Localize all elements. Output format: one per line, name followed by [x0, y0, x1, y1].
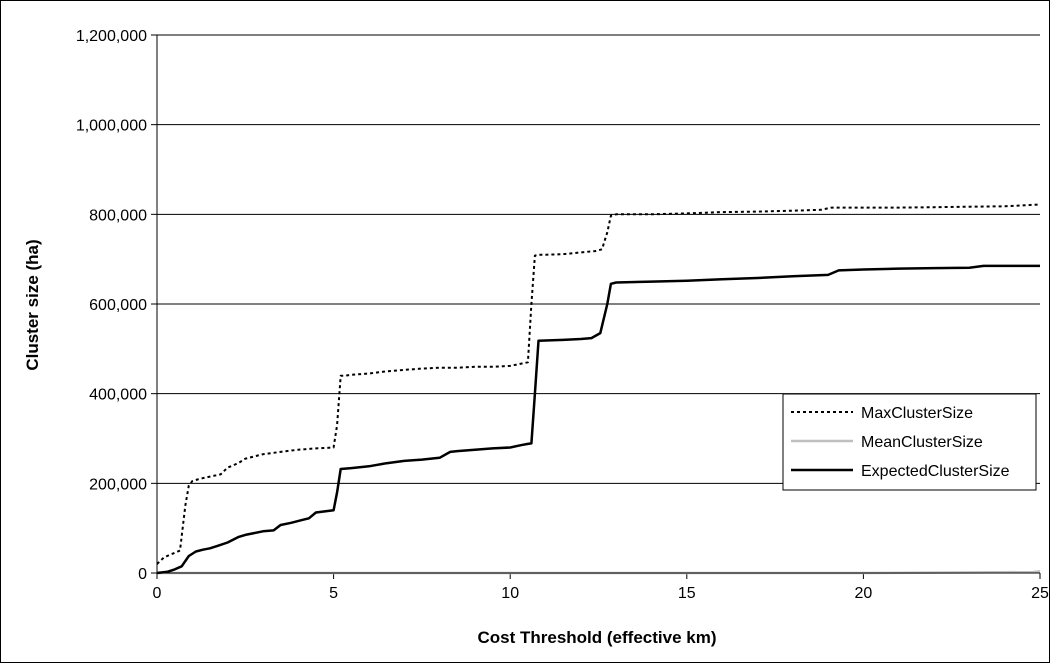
series-layer — [156, 203, 1041, 575]
y-tick-label: 800,000 — [89, 207, 147, 224]
y-tick-label: 1,200,000 — [76, 28, 147, 45]
y-axis-ticks: 0 200,000 400,000 600,000 800,000 1,000,000 1,… — [76, 28, 157, 583]
x-tick-label: 20 — [855, 585, 873, 602]
x-tick-label: 10 — [501, 585, 519, 602]
legend-label-expected-cluster-size: ExpectedClusterSize — [861, 463, 1010, 480]
y-tick-label: 0 — [138, 566, 147, 583]
y-tick-label: 200,000 — [89, 476, 147, 493]
x-tick-label: 25 — [1031, 585, 1049, 602]
y-axis-title: Cluster size (ha) — [23, 239, 42, 370]
legend: MaxClusterSize MeanClusterSize ExpectedClu… — [782, 393, 1037, 491]
series-line-max-cluster-size — [156, 203, 1041, 565]
y-tick-label: 400,000 — [89, 387, 147, 404]
legend-label-mean-cluster-size: MeanClusterSize — [861, 434, 983, 451]
x-tick-label: 0 — [153, 585, 162, 602]
y-tick-label: 600,000 — [89, 297, 147, 314]
x-tick-label: 5 — [329, 585, 338, 602]
y-tick-label: 1,000,000 — [76, 118, 147, 135]
x-tick-label: 15 — [678, 585, 696, 602]
legend-label-max-cluster-size: MaxClusterSize — [861, 405, 973, 422]
x-axis-title: Cost Threshold (effective km) — [478, 628, 717, 647]
series-line-expected-cluster-size — [156, 264, 1040, 575]
axes — [156, 35, 1040, 574]
x-axis-ticks: 0 5 10 15 20 25 — [153, 573, 1049, 602]
